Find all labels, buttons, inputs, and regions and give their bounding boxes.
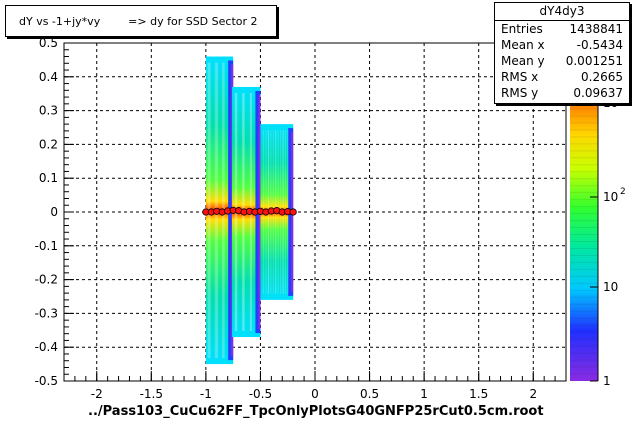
stats-value: 0.001251 bbox=[565, 54, 623, 68]
y-tick-label: -0.1 bbox=[35, 239, 58, 253]
y-tick-label: 0.3 bbox=[39, 104, 58, 118]
stats-row: RMS y 0.09637 bbox=[495, 85, 629, 101]
y-tick-label: 0 bbox=[50, 205, 58, 219]
stats-key: Mean y bbox=[501, 54, 545, 68]
stats-value: 0.09637 bbox=[573, 86, 623, 100]
y-tick-label: -0.2 bbox=[35, 273, 58, 287]
y-tick-label: -0.4 bbox=[35, 340, 58, 354]
profile-points bbox=[202, 206, 297, 216]
z-tick-label: 10 bbox=[603, 190, 618, 204]
plot-title: dY vs -1+jy*vy => dy for SSD Sector 2 bbox=[19, 15, 258, 28]
x-tick-label: -1.5 bbox=[140, 387, 163, 401]
y-tick-label: 0.5 bbox=[39, 36, 58, 50]
stats-key: Entries bbox=[501, 22, 543, 36]
profile-point bbox=[289, 208, 297, 216]
color-scale: 110102103 bbox=[570, 93, 626, 388]
y-tick-label: 0.1 bbox=[39, 171, 58, 185]
stats-name: dY4dy3 bbox=[495, 3, 629, 21]
stats-row: Mean y 0.001251 bbox=[495, 53, 629, 69]
stats-value: -0.5434 bbox=[576, 38, 623, 52]
y-tick-label: -0.3 bbox=[35, 306, 58, 320]
y-tick-label: 0.4 bbox=[39, 70, 58, 84]
plot-title-box: dY vs -1+jy*vy => dy for SSD Sector 2 bbox=[5, 5, 277, 37]
z-tick-label: 10 bbox=[603, 280, 618, 294]
x-tick-label: -0.5 bbox=[249, 387, 272, 401]
stats-value: 1438841 bbox=[569, 22, 623, 36]
x-tick-label: 1 bbox=[420, 387, 428, 401]
stats-key: Mean x bbox=[501, 38, 545, 52]
stats-row: Mean x -0.5434 bbox=[495, 37, 629, 53]
x-tick-label: 0 bbox=[311, 387, 319, 401]
y-axis-ticks: -0.5 -0.4 -0.3 -0.2 -0.1 0 0.1 0.2 0.3 0.4 0.5 bbox=[35, 36, 74, 388]
x-axis-file-label: ../Pass103_CuCu62FF_TpcOnlyPlotsG40GNFP2… bbox=[88, 404, 544, 419]
x-tick-label: 0.5 bbox=[360, 387, 379, 401]
y-tick-label: 0.2 bbox=[39, 137, 58, 151]
stats-box: dY4dy3 Entries 1438841 Mean x -0.5434 Mean… bbox=[494, 2, 630, 104]
stats-key: RMS y bbox=[501, 86, 539, 100]
stats-value: 0.2665 bbox=[581, 70, 623, 84]
x-tick-label: 2 bbox=[529, 387, 537, 401]
y-tick-label: -0.5 bbox=[35, 374, 58, 388]
x-tick-label: -2 bbox=[91, 387, 103, 401]
x-tick-label: 1.5 bbox=[469, 387, 488, 401]
x-axis-ticks: -2 -1.5 -1 -0.5 0 0.5 1 1.5 2 bbox=[63, 371, 567, 401]
z-tick-exponent: 2 bbox=[620, 187, 626, 197]
color-scale-bar bbox=[570, 102, 598, 381]
stats-row: RMS x 0.2665 bbox=[495, 69, 629, 85]
z-tick-label: 1 bbox=[603, 374, 611, 388]
stats-key: RMS x bbox=[501, 70, 539, 84]
stats-row: Entries 1438841 bbox=[495, 21, 629, 37]
x-tick-label: -1 bbox=[200, 387, 212, 401]
